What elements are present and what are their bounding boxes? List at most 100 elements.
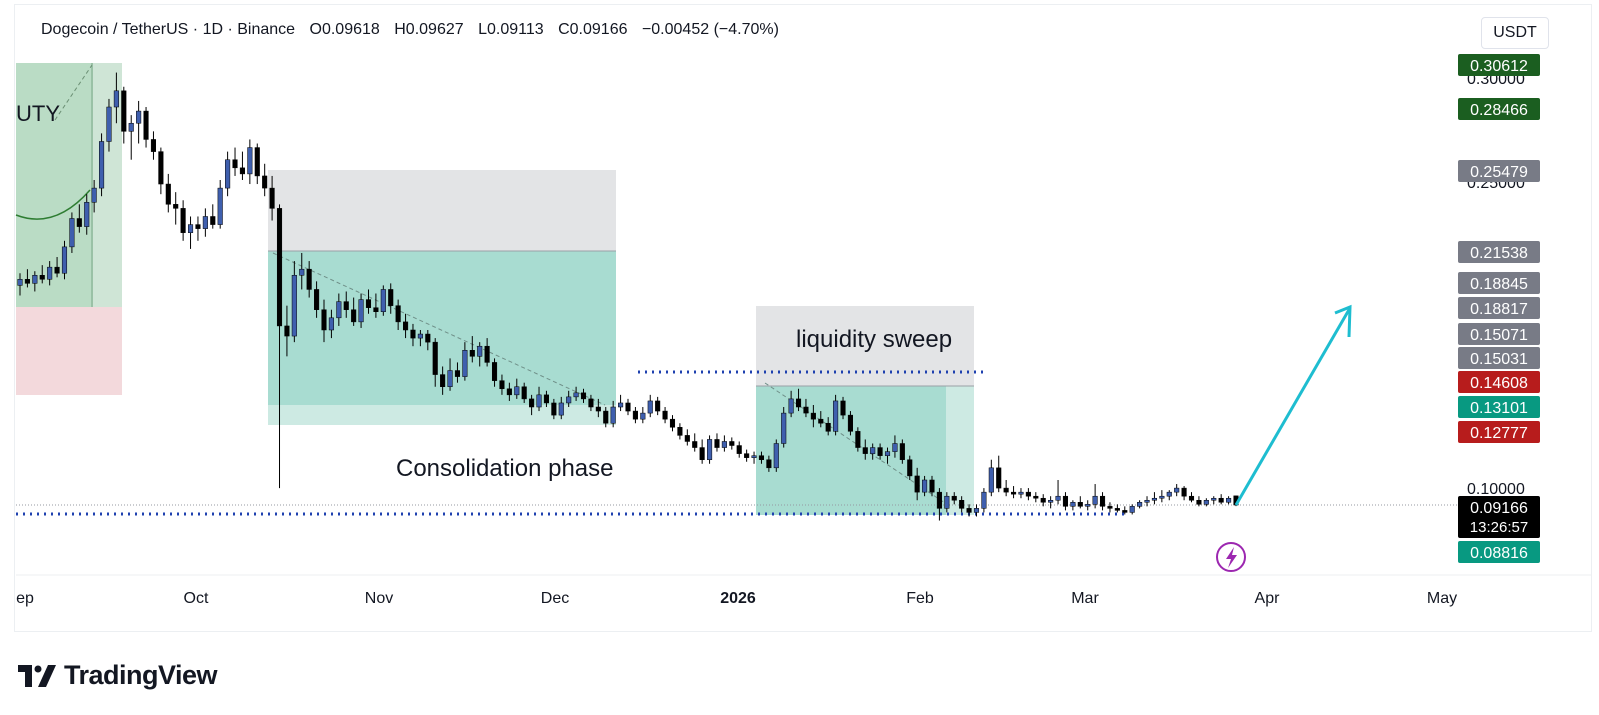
candle bbox=[210, 204, 216, 229]
candle bbox=[1033, 492, 1039, 503]
chart-frame: UTY liquidity sweep Consolidation phase bbox=[14, 4, 1592, 632]
consolidation-light-zone bbox=[268, 405, 616, 425]
candle bbox=[758, 451, 765, 464]
candle bbox=[870, 443, 876, 460]
candle bbox=[877, 443, 883, 460]
candle bbox=[1025, 488, 1031, 501]
candle bbox=[1003, 479, 1009, 497]
candle bbox=[677, 423, 683, 440]
x-axis-ticks: ep Oct Nov Dec 2026 Feb Mar Apr May bbox=[16, 590, 1457, 607]
candle bbox=[506, 382, 512, 401]
candle bbox=[403, 313, 409, 339]
candle bbox=[944, 492, 950, 513]
candle bbox=[314, 281, 320, 318]
candle bbox=[477, 342, 483, 367]
candle bbox=[973, 504, 980, 517]
candle bbox=[773, 439, 779, 472]
candle bbox=[165, 173, 171, 213]
candle bbox=[699, 439, 705, 464]
svg-text:0.18845: 0.18845 bbox=[1470, 276, 1528, 293]
candle bbox=[529, 394, 535, 416]
candle bbox=[1062, 492, 1069, 511]
candle bbox=[84, 194, 90, 235]
y-tick-0.10000: 0.10000 bbox=[1467, 481, 1525, 498]
candle bbox=[180, 200, 186, 241]
liquidity-dashed-trend bbox=[764, 382, 946, 504]
candle bbox=[1048, 496, 1054, 509]
candle bbox=[543, 390, 549, 408]
ohlc-change: −0.00452 (−4.70%) bbox=[641, 21, 779, 38]
x-tick-Dec: Dec bbox=[541, 590, 569, 607]
candle bbox=[936, 488, 942, 521]
candle bbox=[825, 417, 831, 436]
candle bbox=[239, 151, 245, 180]
uty-curve bbox=[15, 189, 91, 220]
candle bbox=[76, 204, 82, 233]
consolidation-phase-label: Consolidation phase bbox=[396, 455, 614, 482]
candle bbox=[521, 382, 527, 403]
candle bbox=[447, 358, 453, 391]
candle bbox=[343, 291, 349, 318]
candle bbox=[1099, 492, 1106, 511]
svg-text:0.12777: 0.12777 bbox=[1470, 425, 1528, 442]
candle bbox=[1181, 486, 1187, 501]
uty-label: UTY bbox=[16, 101, 60, 126]
price-label-0.09166: 0.09166 13:26:57 bbox=[1458, 496, 1540, 538]
price-label-0.18845: 0.18845 bbox=[1458, 272, 1540, 294]
svg-text:0.08816: 0.08816 bbox=[1470, 545, 1528, 562]
price-label-0.28466: 0.28466 bbox=[1458, 98, 1540, 120]
candle bbox=[99, 133, 105, 197]
lightning-icon[interactable] bbox=[1216, 542, 1246, 572]
candle bbox=[410, 323, 416, 347]
candle bbox=[143, 107, 149, 148]
candle bbox=[291, 261, 297, 343]
candle bbox=[951, 492, 957, 505]
price-label-0.14608: 0.14608 bbox=[1458, 371, 1540, 393]
candle bbox=[217, 179, 223, 229]
currency-label: USDT bbox=[1493, 24, 1537, 41]
candle bbox=[225, 151, 231, 197]
candle bbox=[306, 261, 312, 298]
candle bbox=[744, 449, 750, 462]
candle bbox=[269, 175, 275, 221]
candle bbox=[929, 475, 935, 497]
candle bbox=[566, 390, 572, 408]
price-labels: 0.30612 0.28466 0.25479 0.21538 0.18845 0.188… bbox=[1458, 54, 1540, 563]
projection-arrow bbox=[1234, 304, 1352, 506]
price-chart[interactable]: UTY liquidity sweep Consolidation phase bbox=[15, 5, 1593, 633]
candle bbox=[1188, 492, 1195, 503]
svg-text:0.13101: 0.13101 bbox=[1470, 400, 1528, 417]
svg-text:0.28466: 0.28466 bbox=[1470, 102, 1528, 119]
candle bbox=[484, 338, 490, 367]
candle bbox=[981, 488, 987, 513]
candle bbox=[536, 386, 542, 412]
svg-text:0.15071: 0.15071 bbox=[1470, 327, 1528, 344]
candle bbox=[336, 293, 342, 326]
candle bbox=[47, 261, 53, 286]
x-tick-ep: ep bbox=[16, 590, 34, 607]
candle bbox=[69, 212, 75, 253]
candle bbox=[202, 208, 208, 237]
currency-selector[interactable]: USDT bbox=[1481, 17, 1549, 49]
candle bbox=[1159, 490, 1165, 503]
candle bbox=[232, 147, 238, 176]
symbol-title[interactable]: Dogecoin / TetherUS · 1D · Binance bbox=[41, 21, 296, 38]
candles bbox=[17, 72, 1239, 521]
candle bbox=[61, 240, 68, 280]
candle bbox=[276, 204, 283, 489]
candle bbox=[692, 433, 698, 452]
candle bbox=[328, 309, 334, 339]
candle bbox=[647, 394, 653, 418]
liquidity-green-zone bbox=[756, 386, 946, 515]
candle bbox=[655, 396, 661, 416]
candle bbox=[1203, 498, 1209, 507]
candle bbox=[24, 269, 30, 288]
svg-text:0.30612: 0.30612 bbox=[1470, 58, 1528, 75]
candle bbox=[669, 415, 676, 432]
tradingview-logo[interactable]: TradingView bbox=[18, 660, 218, 691]
price-label-0.13101: 0.13101 bbox=[1458, 396, 1540, 418]
candle bbox=[440, 366, 446, 395]
svg-text:0.21538: 0.21538 bbox=[1470, 245, 1528, 262]
price-label-0.08816: 0.08816 bbox=[1458, 541, 1540, 563]
candle bbox=[818, 411, 824, 428]
